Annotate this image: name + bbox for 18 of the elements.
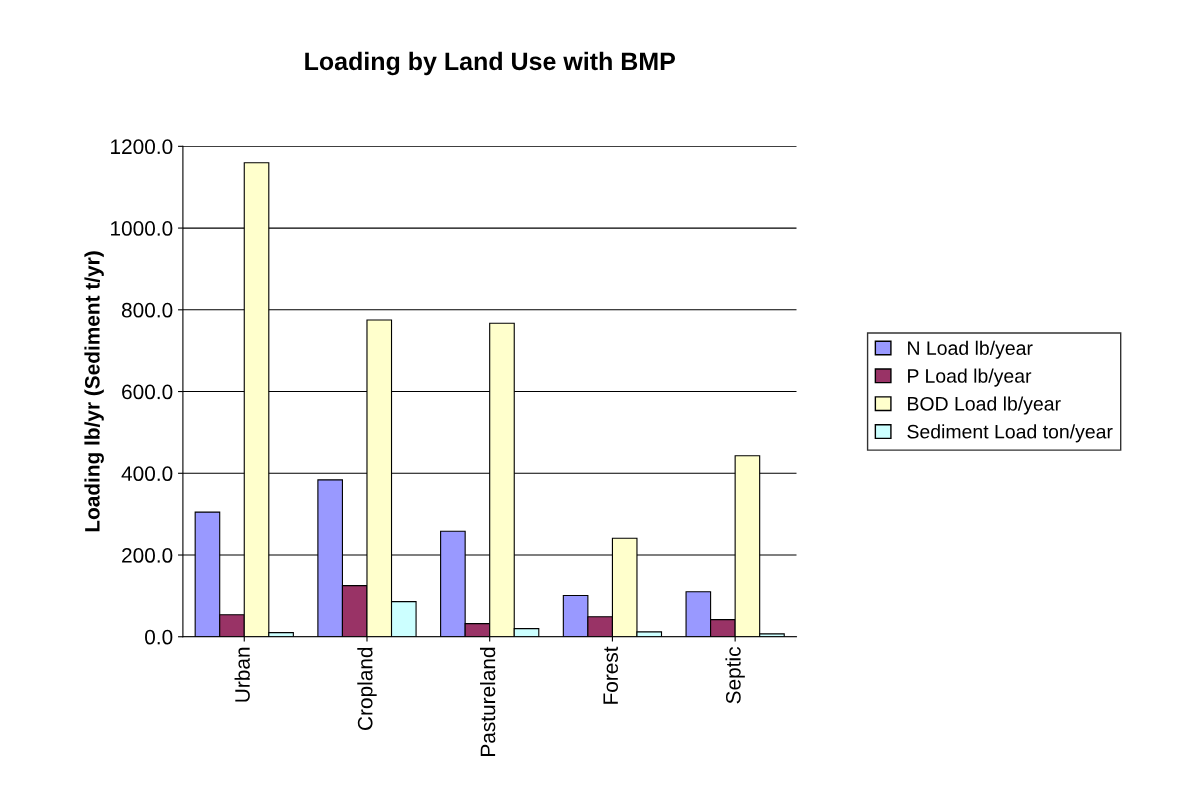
y-tick-label: 1000.0 [111,221,173,236]
y-tick-label: 600.0 [122,384,173,400]
x-tick-label: Cropland [357,647,377,730]
y-tick-label: 400.0 [121,466,173,482]
x-tick-label: Septic [725,647,745,704]
y-tick-label: 0.0 [145,629,173,645]
x-tick-label: Pastureland [479,647,496,756]
legend-label: BOD Load lb/year [908,396,1061,415]
y-tick-label: 800.0 [121,302,173,318]
y-tick-label: 200.0 [122,548,173,563]
legend-label: Sediment Load ton/year [907,424,1113,443]
x-tick-label: Urban [234,647,250,702]
legend-label: P Load lb/year [908,368,1032,387]
x-tick-label: Forest [603,646,619,704]
legend-label: N Load lb/year [908,340,1033,359]
y-tick-label: 1200.0 [111,139,173,155]
chart-title: Loading by Land Use with BMP [305,51,675,76]
y-axis-title: Loading lb/yr (Sediment t/yr) [84,251,104,532]
